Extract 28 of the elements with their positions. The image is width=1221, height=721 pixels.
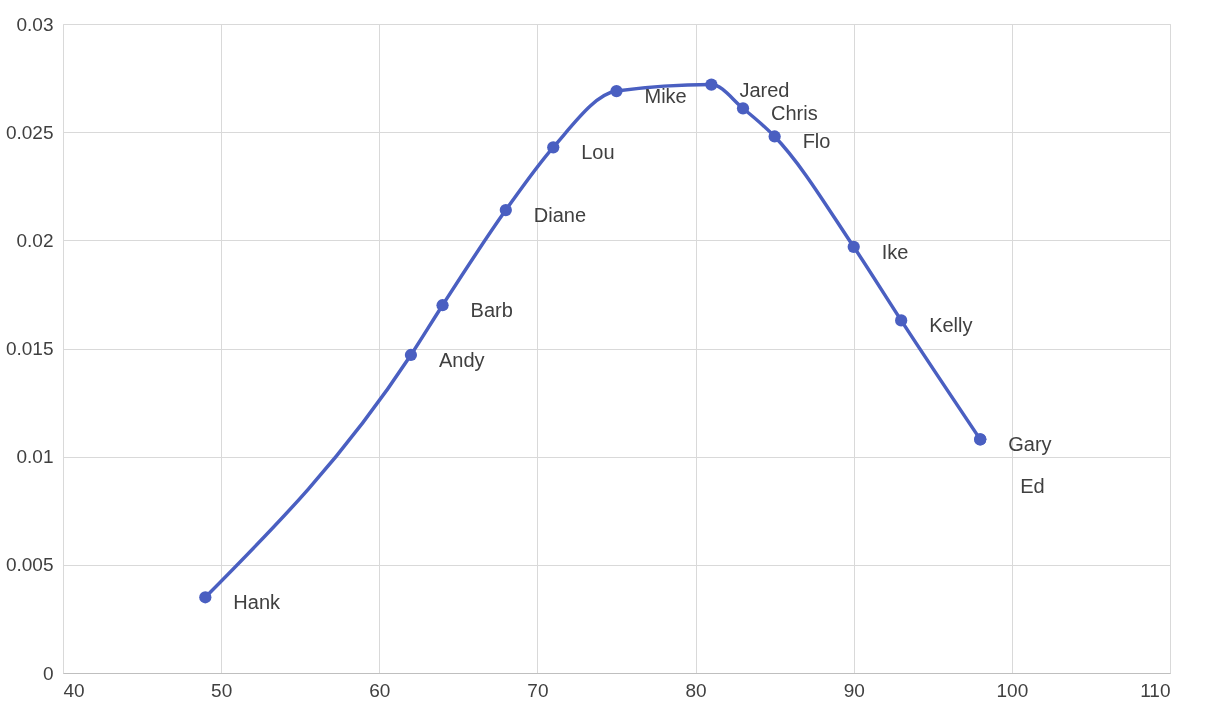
- y-tick-label: 0.025: [5, 121, 54, 143]
- annotation: Kelly: [929, 314, 973, 337]
- annotation: Ike: [881, 240, 909, 263]
- x-tick-label: 40: [63, 679, 85, 701]
- y-tick-label: 0.01: [16, 446, 54, 468]
- annotation: Chris: [771, 102, 818, 125]
- annotation: Ed: [1020, 475, 1045, 498]
- annotation: Flo: [802, 130, 831, 153]
- y-tick-label: 0.02: [16, 229, 54, 251]
- x-tick-label: 60: [369, 679, 391, 701]
- annotation: Jared: [739, 78, 790, 101]
- annotation: Barb: [470, 299, 513, 322]
- annotation: Hank: [233, 591, 282, 614]
- annotation: Gary: [1008, 433, 1052, 456]
- y-tick-label: 0: [42, 662, 54, 684]
- annotation: Diane: [533, 204, 587, 227]
- x-tick-label: 50: [211, 679, 233, 701]
- y-tick-label: 0.015: [5, 338, 54, 359]
- annotation: Andy: [438, 348, 485, 371]
- x-tick-label: 100: [996, 679, 1029, 701]
- x-tick-label: 90: [843, 679, 865, 701]
- annotation: Mike: [644, 85, 687, 108]
- annotation: Lou: [581, 141, 615, 164]
- y-tick-label: 0.03: [16, 13, 54, 35]
- x-tick-label: 110: [1140, 679, 1171, 701]
- y-tick-label: 0.005: [5, 554, 54, 576]
- x-tick-label: 70: [527, 679, 549, 701]
- x-tick-label: 80: [685, 679, 707, 701]
